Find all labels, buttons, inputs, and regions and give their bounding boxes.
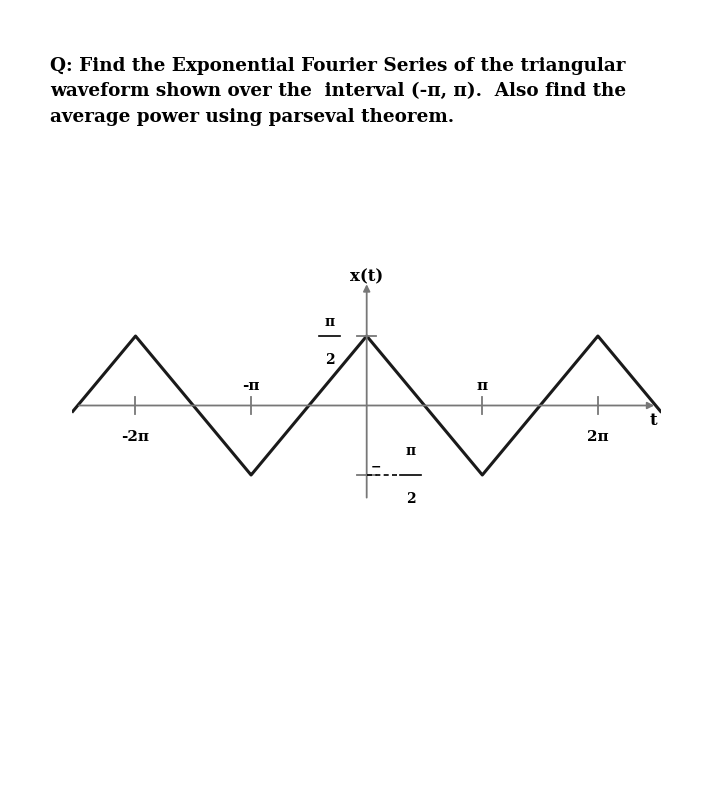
Text: −: −	[371, 460, 381, 473]
Text: π: π	[325, 315, 335, 329]
Text: Q: Find the Exponential Fourier Series of the triangular
waveform shown over the: Q: Find the Exponential Fourier Series o…	[50, 57, 626, 127]
Text: 2π: 2π	[587, 430, 609, 444]
Text: t: t	[650, 412, 657, 429]
Text: π: π	[406, 444, 416, 457]
Text: 2: 2	[406, 492, 416, 506]
Text: -2π: -2π	[122, 430, 150, 444]
Text: 2: 2	[325, 354, 334, 367]
Text: x(t): x(t)	[350, 268, 383, 285]
Text: π: π	[477, 379, 488, 393]
Text: -π: -π	[242, 379, 260, 393]
